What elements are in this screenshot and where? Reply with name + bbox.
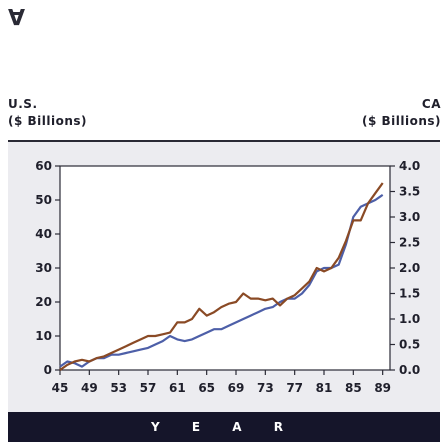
x-tick-label: 69 (228, 381, 245, 395)
x-tick-label: 61 (169, 381, 186, 395)
right-axis-title-line1: CA (421, 97, 441, 111)
x-axis-title-band: Y E A R (8, 412, 440, 442)
x-tick-label: 49 (81, 381, 98, 395)
x-tick-label: 77 (286, 381, 303, 395)
right-tick-label: 0.5 (399, 338, 420, 352)
left-axis-title-line1: U.S. (8, 97, 38, 111)
left-tick-label: 60 (35, 159, 52, 173)
right-tick-label: 2.5 (399, 236, 420, 250)
right-tick-label: 0.0 (399, 363, 420, 377)
x-tick-label: 73 (257, 381, 274, 395)
line-chart: 0 10 20 30 40 50 60 0.0 0.5 1.0 1.5 2.0 2.5 3.0 3.5 4.0… (35, 159, 420, 395)
x-tick-label: 81 (316, 381, 333, 395)
x-tick-label: 45 (52, 381, 69, 395)
left-axis-title-line2: ($ Billions) (8, 114, 88, 128)
right-tick-label: 1.0 (399, 312, 420, 326)
corner-logo-mark: ∀ (8, 6, 26, 31)
series-line-2 (59, 182, 384, 371)
right-axis-title: CA ($ Billions) (362, 96, 441, 130)
x-tick-label: 89 (374, 381, 391, 395)
right-tick-label: 1.5 (399, 287, 420, 301)
left-axis-title: U.S. ($ Billions) (8, 96, 87, 130)
x-tick-label: 53 (110, 381, 127, 395)
x-tick-label: 85 (345, 381, 362, 395)
left-tick-label: 20 (35, 295, 52, 309)
x-tick-label: 57 (140, 381, 157, 395)
chart-panel: 0 10 20 30 40 50 60 0.0 0.5 1.0 1.5 2.0 2.5 3.0 3.5 4.0… (8, 140, 440, 442)
right-axis-title-line2: ($ Billions) (361, 114, 441, 128)
left-tick-label: 30 (35, 261, 52, 275)
x-tick-label: 65 (198, 381, 215, 395)
left-tick-label: 50 (35, 193, 52, 207)
right-tick-label: 4.0 (399, 159, 420, 173)
left-tick-label: 0 (44, 363, 52, 377)
left-tick-label: 10 (35, 329, 52, 343)
left-tick-label: 40 (35, 227, 52, 241)
plot-area (59, 165, 391, 371)
right-tick-label: 3.0 (399, 210, 420, 224)
right-tick-label: 3.5 (399, 185, 420, 199)
right-tick-label: 2.0 (399, 261, 420, 275)
